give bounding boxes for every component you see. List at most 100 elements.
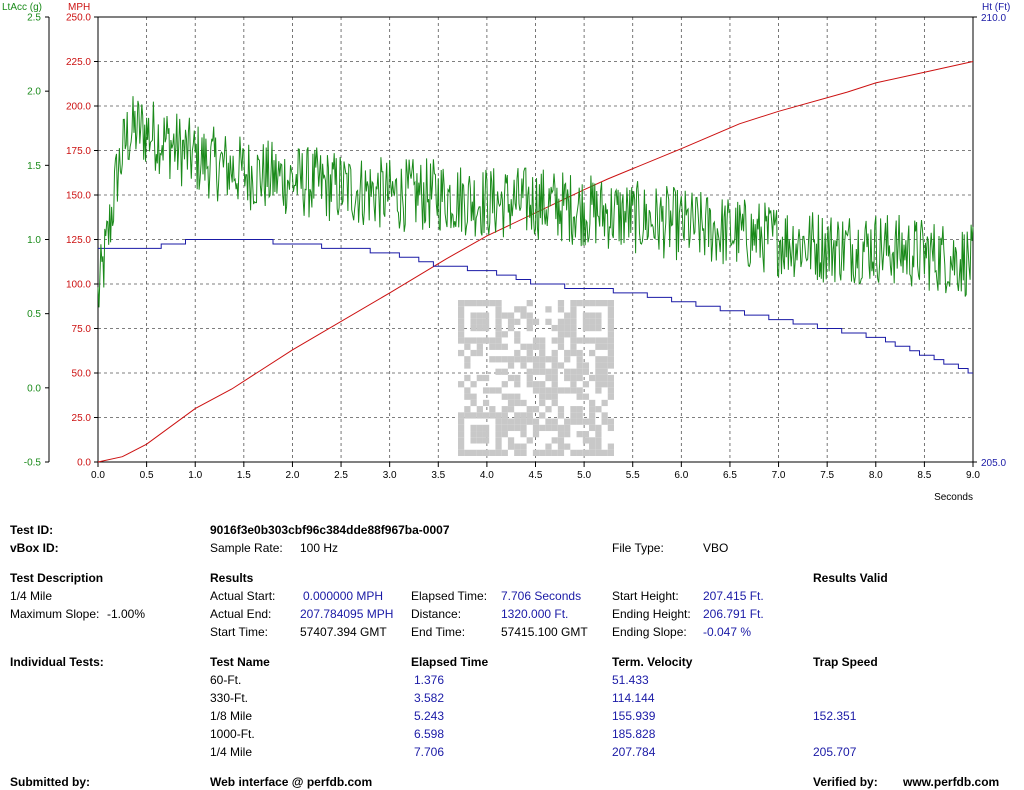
mph-tick-label: 225.0 xyxy=(66,57,91,68)
mph-tick-label: 0.0 xyxy=(77,458,91,469)
height-axis-label: Ht (Ft) xyxy=(982,2,1010,13)
verified-by-label: Verified by: xyxy=(813,775,878,789)
x-tick-label: 9.0 xyxy=(966,470,980,481)
end-time-label: End Time: xyxy=(411,625,466,639)
ending-slope-label: Ending Slope: xyxy=(612,625,687,639)
ltacc-tick-label: 2.5 xyxy=(27,13,41,24)
test-row-elapsed: 5.243 xyxy=(414,709,445,723)
test-row-elapsed: 7.706 xyxy=(414,745,445,759)
height-tick-label: 210.0 xyxy=(981,13,1006,24)
ltacc-tick-label: 2.0 xyxy=(27,87,41,98)
axis-labels: 0.0 0.5 1.0 1.5 2.0 2.5 3.0 3.5 4.0 4.5 5.0 5.5 6.0 6… xyxy=(2,2,1010,503)
x-tick-label: 4.5 xyxy=(529,470,543,481)
x-tick-label: 0.0 xyxy=(91,470,105,481)
col-trap-speed: Trap Speed xyxy=(813,655,878,669)
mph-tick-label: 175.0 xyxy=(66,146,91,157)
verified-by-value: www.perfdb.com xyxy=(903,775,1000,789)
x-tick-label: 6.0 xyxy=(674,470,688,481)
test-id-label: Test ID: xyxy=(10,523,54,537)
actual-start-value: 0.000000 MPH xyxy=(303,589,384,603)
ltacc-tick-label: 0.5 xyxy=(27,309,41,320)
ltacc-axis-label: LtAcc (g) xyxy=(2,2,42,13)
x-tick-label: 1.5 xyxy=(237,470,251,481)
test-row-velocity: 51.433 xyxy=(612,673,649,687)
mph-tick-label: 50.0 xyxy=(72,369,92,380)
qr-code-watermark xyxy=(458,300,614,456)
test-row-name: 60-Ft. xyxy=(210,673,242,687)
x-tick-label: 1.0 xyxy=(188,470,202,481)
x-tick-label: 3.0 xyxy=(383,470,397,481)
test-row-elapsed: 1.376 xyxy=(414,673,445,687)
mph-tick-label: 100.0 xyxy=(66,280,91,291)
series-line xyxy=(97,96,974,308)
mph-axis-label: MPH xyxy=(68,2,90,13)
submitted-by-label: Submitted by: xyxy=(10,775,90,789)
test-row-name: 1/8 Mile xyxy=(210,709,253,723)
elapsed-time-value: 7.706 Seconds xyxy=(501,589,582,603)
ending-slope-value: -0.047 % xyxy=(703,625,752,639)
elapsed-time-label: Elapsed Time: xyxy=(411,589,488,603)
height-tick-label: 205.0 xyxy=(981,458,1006,469)
distance-label: Distance: xyxy=(411,607,462,621)
x-axis-label: Seconds xyxy=(934,492,973,503)
series xyxy=(97,61,974,463)
x-tick-label: 7.0 xyxy=(772,470,786,481)
test-row-velocity: 114.144 xyxy=(612,691,655,705)
mph-tick-label: 75.0 xyxy=(72,324,92,335)
test-row-trap: 205.707 xyxy=(813,745,857,759)
x-tick-label: 2.0 xyxy=(285,470,299,481)
end-time-value: 57415.100 GMT xyxy=(501,625,588,639)
x-tick-label: 4.0 xyxy=(480,470,494,481)
x-tick-label: 7.5 xyxy=(820,470,834,481)
col-test-name: Test Name xyxy=(210,655,270,669)
start-time-label: Start Time: xyxy=(210,625,269,639)
col-term-velocity: Term. Velocity xyxy=(612,655,693,669)
test-row-velocity: 185.828 xyxy=(612,727,656,741)
x-tick-label: 0.5 xyxy=(140,470,154,481)
ending-height-value: 206.791 Ft. xyxy=(703,607,764,621)
mph-tick-label: 125.0 xyxy=(66,235,91,246)
mph-tick-label: 150.0 xyxy=(66,191,91,202)
mph-tick-label: 200.0 xyxy=(66,102,91,113)
test-row-velocity: 155.939 xyxy=(612,709,656,723)
test-row-elapsed: 3.582 xyxy=(414,691,445,705)
test-row-trap: 152.351 xyxy=(813,709,857,723)
ending-height-label: Ending Height: xyxy=(612,607,691,621)
x-tick-label: 8.0 xyxy=(869,470,883,481)
start-height-value: 207.415 Ft. xyxy=(703,589,764,603)
sample-rate-label: Sample Rate: xyxy=(210,541,283,555)
start-time-value: 57407.394 GMT xyxy=(300,625,387,639)
series-line xyxy=(98,239,973,374)
file-type-label: File Type: xyxy=(612,541,664,555)
chart: 0.0 0.5 1.0 1.5 2.0 2.5 3.0 3.5 4.0 4.5 5.0 5.5 6.0 6… xyxy=(2,2,1010,503)
start-height-label: Start Height: xyxy=(612,589,679,603)
max-slope-label: Maximum Slope: xyxy=(10,607,100,621)
file-type-value: VBO xyxy=(703,541,729,555)
actual-start-label: Actual Start: xyxy=(210,589,276,603)
ltacc-tick-label: 1.5 xyxy=(27,161,41,172)
ltacc-tick-label: 1.0 xyxy=(27,235,41,246)
mph-tick-label: 25.0 xyxy=(72,413,92,424)
ltacc-tick-label: -0.5 xyxy=(24,458,42,469)
vbox-id-label: vBox ID: xyxy=(10,541,59,555)
x-tick-label: 5.5 xyxy=(626,470,640,481)
col-elapsed-time: Elapsed Time xyxy=(411,655,489,669)
x-tick-label: 5.0 xyxy=(577,470,591,481)
test-id-value: 9016f3e0b303cbf96c384dde88f967ba-0007 xyxy=(210,523,450,537)
mph-tick-label: 250.0 xyxy=(66,13,91,24)
distance-value: 1320.000 Ft. xyxy=(501,607,569,621)
actual-end-label: Actual End: xyxy=(210,607,272,621)
test-row-elapsed: 6.598 xyxy=(414,727,445,741)
axes xyxy=(45,16,977,467)
ltacc-tick-label: 0.0 xyxy=(27,383,41,394)
test-row-name: 1/4 Mile xyxy=(210,745,253,759)
test-row-velocity: 207.784 xyxy=(612,745,656,759)
test-row-name: 1000-Ft. xyxy=(210,727,255,741)
x-tick-label: 6.5 xyxy=(723,470,737,481)
individual-tests-label: Individual Tests: xyxy=(10,655,104,669)
test-description-label: Test Description xyxy=(10,571,104,585)
actual-end-value: 207.784095 MPH xyxy=(300,607,394,621)
results-valid-label: Results Valid xyxy=(813,571,888,585)
sample-rate-value: 100 Hz xyxy=(300,541,339,555)
test-description-value: 1/4 Mile xyxy=(10,589,53,603)
